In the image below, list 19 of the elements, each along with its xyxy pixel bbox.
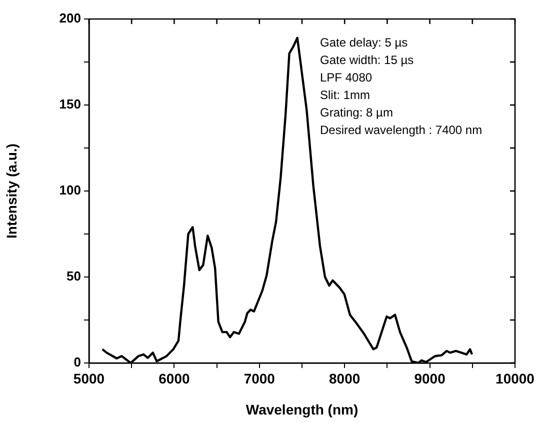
x-tick-label: 7000 (244, 370, 276, 386)
annotation: Slit: 1mm (320, 88, 370, 102)
x-tick-label: 10000 (496, 370, 535, 386)
y-tick-label: 150 (59, 96, 81, 112)
y-tick-label: 200 (59, 10, 81, 26)
y-axis-title: Intensity (a.u.) (3, 144, 20, 238)
x-tick-label: 5000 (73, 370, 105, 386)
x-axis-title: Wavelength (nm) (246, 401, 358, 418)
y-tick-label: 50 (66, 268, 81, 284)
x-tick-label: 9000 (414, 370, 446, 386)
y-tick-label: 100 (59, 182, 81, 198)
annotation: Gate delay: 5 µs (320, 35, 408, 50)
annotation: LPF 4080 (320, 70, 372, 84)
x-tick-label: 6000 (158, 370, 190, 386)
annotation: Desired wavelength : 7400 nm (320, 122, 482, 137)
annotation: Grating: 8 µm (320, 105, 393, 120)
annotation: Gate width: 15 µs (320, 52, 414, 67)
x-tick-label: 8000 (329, 370, 360, 386)
y-tick-label: 0 (74, 354, 81, 370)
